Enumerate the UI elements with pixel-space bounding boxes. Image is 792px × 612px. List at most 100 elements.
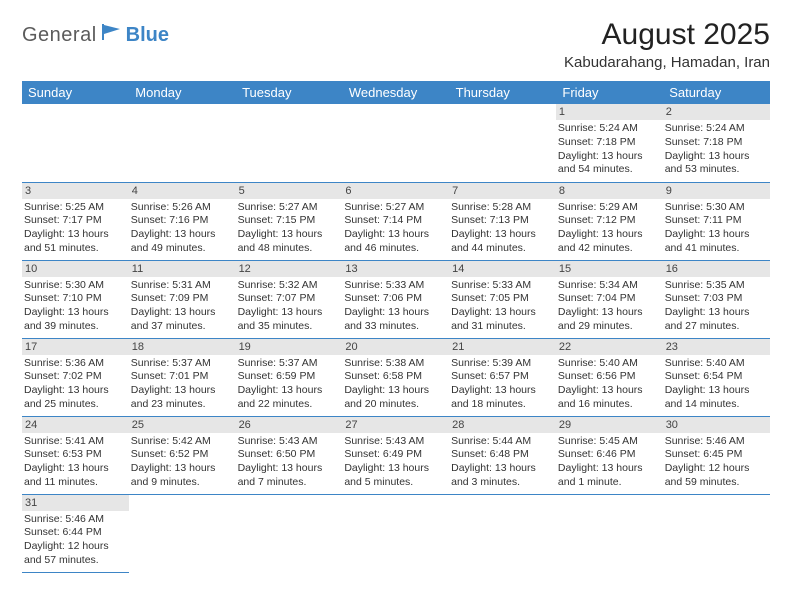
- daylight-text: Daylight: 12 hours and 57 minutes.: [24, 540, 125, 567]
- daylight-text: Daylight: 13 hours and 39 minutes.: [24, 306, 125, 333]
- sunrise-text: Sunrise: 5:44 AM: [451, 435, 552, 449]
- day-number: 25: [129, 417, 236, 433]
- calendar-cell: 18Sunrise: 5:37 AMSunset: 7:01 PMDayligh…: [129, 338, 236, 416]
- daylight-text: Daylight: 13 hours and 44 minutes.: [451, 228, 552, 255]
- day-number: 20: [342, 339, 449, 355]
- daylight-text: Daylight: 13 hours and 7 minutes.: [238, 462, 339, 489]
- daylight-text: Daylight: 13 hours and 48 minutes.: [238, 228, 339, 255]
- calendar-cell: 25Sunrise: 5:42 AMSunset: 6:52 PMDayligh…: [129, 416, 236, 494]
- daylight-text: Daylight: 13 hours and 20 minutes.: [344, 384, 445, 411]
- calendar-cell: 5Sunrise: 5:27 AMSunset: 7:15 PMDaylight…: [236, 182, 343, 260]
- calendar-cell: 17Sunrise: 5:36 AMSunset: 7:02 PMDayligh…: [22, 338, 129, 416]
- calendar-row: 17 Sunrise: 5:36 AMSunset: 7:02 PM Dayligh…: [22, 338, 770, 416]
- day-number: 18: [129, 339, 236, 355]
- daylight-text: Daylight: 13 hours and 53 minutes.: [665, 150, 766, 177]
- logo-text-blue: Blue: [126, 24, 169, 47]
- day-number: 31: [22, 495, 129, 511]
- weekday-header: Friday: [556, 81, 663, 104]
- sunset-text: Sunset: 7:12 PM: [558, 214, 659, 228]
- day-number: 17: [22, 339, 129, 355]
- calendar-cell: 12Sunrise: 5:32 AMSunset: 7:07 PMDayligh…: [236, 260, 343, 338]
- calendar-cell: 20Sunrise: 5:38 AMSunset: 6:58 PMDayligh…: [342, 338, 449, 416]
- day-number: 3: [22, 183, 129, 199]
- sunrise-text: Sunrise: 5:30 AM: [24, 279, 125, 293]
- sunrise-text: Sunrise: 5:33 AM: [344, 279, 445, 293]
- weekday-header-row: Sunday Monday Tuesday Wednesday Thursday…: [22, 81, 770, 104]
- calendar-cell: 13Sunrise: 5:33 AMSunset: 7:06 PMDayligh…: [342, 260, 449, 338]
- day-number: 13: [342, 261, 449, 277]
- sunrise-text: Sunrise: 5:28 AM: [451, 201, 552, 215]
- daylight-text: Daylight: 13 hours and 41 minutes.: [665, 228, 766, 255]
- daylight-text: Daylight: 13 hours and 27 minutes.: [665, 306, 766, 333]
- weekday-header: Tuesday: [236, 81, 343, 104]
- day-number: 27: [342, 417, 449, 433]
- sunrise-text: Sunrise: 5:43 AM: [238, 435, 339, 449]
- calendar-cell: [342, 494, 449, 572]
- sunset-text: Sunset: 7:02 PM: [24, 370, 125, 384]
- weekday-header: Saturday: [663, 81, 770, 104]
- sunrise-text: Sunrise: 5:36 AM: [24, 357, 125, 371]
- sunset-text: Sunset: 7:17 PM: [24, 214, 125, 228]
- sunset-text: Sunset: 6:46 PM: [558, 448, 659, 462]
- sunset-text: Sunset: 6:49 PM: [344, 448, 445, 462]
- daylight-text: Daylight: 13 hours and 1 minute.: [558, 462, 659, 489]
- calendar-cell: [129, 494, 236, 572]
- calendar-cell: 28 Sunrise: 5:44 AMSunset: 6:48 PMDayligh…: [449, 416, 556, 494]
- day-number: 5: [236, 183, 343, 199]
- calendar-cell: [236, 494, 343, 572]
- day-number: 8: [556, 183, 663, 199]
- sunset-text: Sunset: 7:03 PM: [665, 292, 766, 306]
- day-number: 11: [129, 261, 236, 277]
- sunrise-text: Sunrise: 5:43 AM: [344, 435, 445, 449]
- daylight-text: Daylight: 13 hours and 29 minutes.: [558, 306, 659, 333]
- sunrise-text: Sunrise: 5:40 AM: [558, 357, 659, 371]
- sunset-text: Sunset: 6:48 PM: [451, 448, 552, 462]
- sunset-text: Sunset: 6:56 PM: [558, 370, 659, 384]
- sunrise-text: Sunrise: 5:46 AM: [24, 513, 125, 527]
- day-number: 21: [449, 339, 556, 355]
- day-number: 22: [556, 339, 663, 355]
- sunrise-text: Sunrise: 5:37 AM: [131, 357, 232, 371]
- sunset-text: Sunset: 7:05 PM: [451, 292, 552, 306]
- sunset-text: Sunset: 6:50 PM: [238, 448, 339, 462]
- calendar-row: 31 Sunrise: 5:46 AMSunset: 6:44 PMDayligh…: [22, 494, 770, 572]
- weekday-header: Wednesday: [342, 81, 449, 104]
- sunset-text: Sunset: 6:53 PM: [24, 448, 125, 462]
- sunrise-text: Sunrise: 5:24 AM: [558, 122, 659, 136]
- day-number: 29: [556, 417, 663, 433]
- daylight-text: Daylight: 13 hours and 5 minutes.: [344, 462, 445, 489]
- day-number: 1: [556, 104, 663, 120]
- daylight-text: Daylight: 13 hours and 9 minutes.: [131, 462, 232, 489]
- sunset-text: Sunset: 7:06 PM: [344, 292, 445, 306]
- calendar-cell: [129, 104, 236, 182]
- calendar-cell: 29Sunrise: 5:45 AMSunset: 6:46 PMDayligh…: [556, 416, 663, 494]
- day-number: 15: [556, 261, 663, 277]
- sunrise-text: Sunrise: 5:24 AM: [665, 122, 766, 136]
- sunrise-text: Sunrise: 5:37 AM: [238, 357, 339, 371]
- logo: General Blue: [22, 24, 169, 47]
- sunset-text: Sunset: 6:54 PM: [665, 370, 766, 384]
- sunset-text: Sunset: 6:45 PM: [665, 448, 766, 462]
- sunrise-text: Sunrise: 5:32 AM: [238, 279, 339, 293]
- sunrise-text: Sunrise: 5:42 AM: [131, 435, 232, 449]
- calendar-cell: 31 Sunrise: 5:46 AMSunset: 6:44 PMDayligh…: [22, 494, 129, 572]
- daylight-text: Daylight: 13 hours and 11 minutes.: [24, 462, 125, 489]
- day-number: 7: [449, 183, 556, 199]
- day-number: 23: [663, 339, 770, 355]
- daylight-text: Daylight: 13 hours and 51 minutes.: [24, 228, 125, 255]
- calendar-row: 1Sunrise: 5:24 AMSunset: 7:18 PMDaylight…: [22, 104, 770, 182]
- calendar-row: 24Sunrise: 5:41 AMSunset: 6:53 PMDayligh…: [22, 416, 770, 494]
- sunset-text: Sunset: 7:11 PM: [665, 214, 766, 228]
- sunrise-text: Sunrise: 5:29 AM: [558, 201, 659, 215]
- sunrise-text: Sunrise: 5:30 AM: [665, 201, 766, 215]
- daylight-text: Daylight: 13 hours and 3 minutes.: [451, 462, 552, 489]
- daylight-text: Daylight: 13 hours and 46 minutes.: [344, 228, 445, 255]
- day-number: 2: [663, 104, 770, 120]
- sunset-text: Sunset: 6:44 PM: [24, 526, 125, 540]
- weekday-header: Thursday: [449, 81, 556, 104]
- daylight-text: Daylight: 13 hours and 16 minutes.: [558, 384, 659, 411]
- daylight-text: Daylight: 13 hours and 49 minutes.: [131, 228, 232, 255]
- calendar-cell: 11Sunrise: 5:31 AMSunset: 7:09 PMDayligh…: [129, 260, 236, 338]
- day-number: 14: [449, 261, 556, 277]
- day-number: 28: [449, 417, 556, 433]
